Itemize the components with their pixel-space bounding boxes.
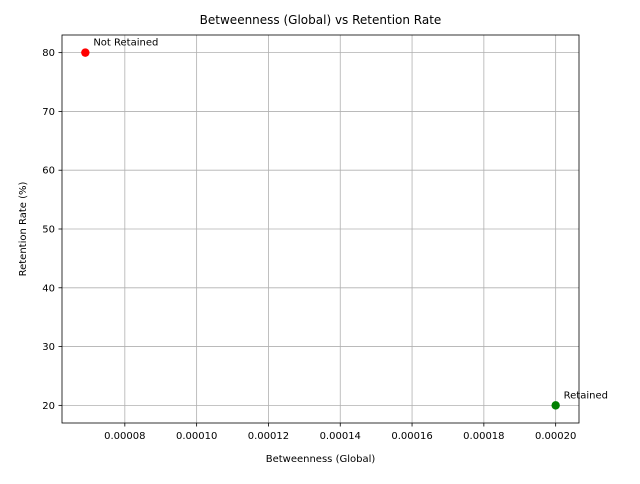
x-tick-label: 0.00010 [176, 431, 217, 442]
chart-title: Betweenness (Global) vs Retention Rate [200, 13, 442, 27]
x-tick-label: 0.00016 [391, 431, 432, 442]
x-tick-label: 0.00020 [535, 431, 576, 442]
data-point [551, 401, 560, 410]
y-tick-label: 80 [42, 48, 55, 59]
y-tick-label: 20 [42, 401, 55, 412]
grid-layer [62, 35, 579, 423]
plot-frame [61, 34, 580, 424]
y-tick-label: 50 [42, 225, 55, 236]
x-tick-label: 0.00012 [248, 431, 289, 442]
x-tick-label: 0.00008 [104, 431, 145, 442]
y-tick-label: 70 [42, 107, 55, 118]
x-tick-label: 0.00018 [463, 431, 504, 442]
y-tick-label: 30 [42, 342, 55, 353]
point-annotation: Retained [564, 390, 608, 401]
tick-layer: 0.00008 0.00010 0.00012 0.00014 0.00016 0.000… [42, 48, 576, 442]
points-layer: Not Retained Retained [81, 38, 608, 410]
y-tick-label: 60 [42, 166, 55, 177]
x-axis-label: Betweenness (Global) [266, 454, 376, 465]
y-tick-label: 40 [42, 283, 55, 294]
data-point [81, 48, 90, 57]
point-annotation: Not Retained [93, 38, 158, 49]
x-tick-label: 0.00014 [320, 431, 361, 442]
y-axis-label: Retention Rate (%) [18, 181, 29, 276]
